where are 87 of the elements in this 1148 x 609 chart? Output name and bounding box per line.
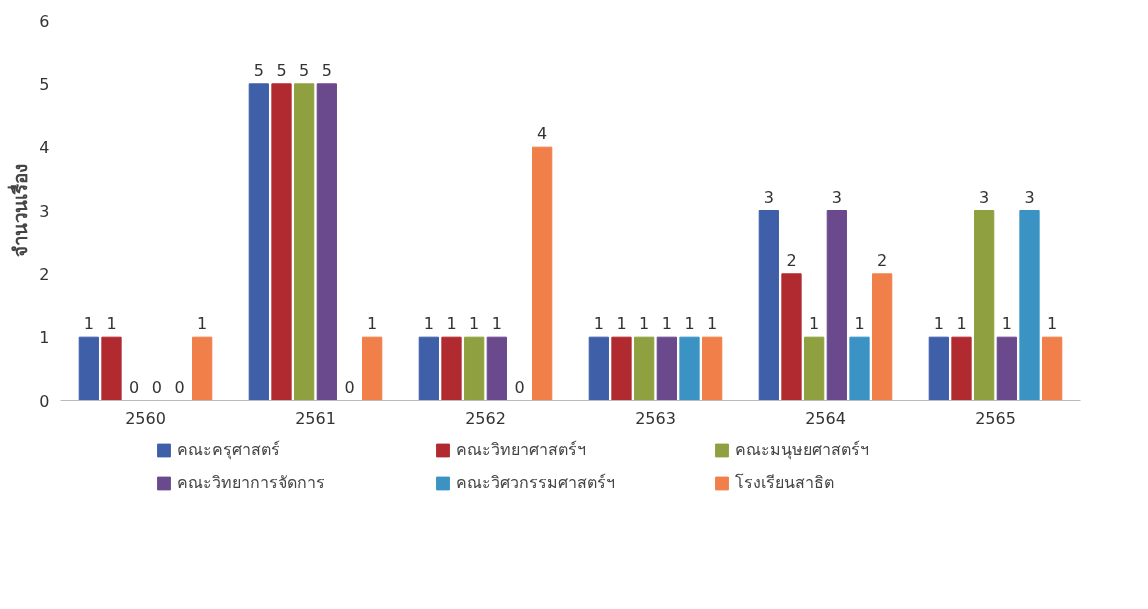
data-label: 5 <box>253 60 264 80</box>
bar <box>872 273 893 401</box>
data-label: 1 <box>707 314 718 334</box>
data-label: 1 <box>616 314 627 334</box>
legend-label: คณะครุศาสตร์ <box>176 439 281 462</box>
data-label: 1 <box>809 314 820 334</box>
data-label: 0 <box>129 377 140 397</box>
bar <box>702 336 723 401</box>
data-label: 3 <box>831 187 842 207</box>
bar <box>974 210 995 401</box>
bar <box>532 146 553 401</box>
data-label: 1 <box>83 314 94 334</box>
y-tick-label: 0 <box>39 391 50 411</box>
bar <box>362 336 383 401</box>
bar <box>804 336 825 401</box>
bar <box>928 336 949 401</box>
bar <box>101 336 122 401</box>
bar <box>271 83 292 401</box>
data-label: 5 <box>299 60 310 80</box>
bar <box>611 336 632 401</box>
bar <box>656 336 677 401</box>
data-label: 1 <box>593 314 604 334</box>
x-tick-label: 2561 <box>295 408 336 428</box>
data-label: 1 <box>854 314 865 334</box>
data-label: 1 <box>956 314 967 334</box>
data-label: 1 <box>197 314 208 334</box>
y-tick-label: 3 <box>39 201 50 221</box>
y-tick-label: 6 <box>39 11 50 31</box>
bar <box>78 336 99 401</box>
bar <box>826 210 847 401</box>
data-label: 0 <box>344 377 355 397</box>
x-tick-label: 2560 <box>125 408 166 428</box>
data-label: 1 <box>1047 314 1058 334</box>
data-label: 1 <box>491 314 502 334</box>
x-tick-label: 2563 <box>635 408 676 428</box>
bar <box>316 83 337 401</box>
data-label: 1 <box>367 314 378 334</box>
bar <box>758 210 779 401</box>
data-label: 5 <box>276 60 287 80</box>
x-tick-label: 2565 <box>975 408 1016 428</box>
y-tick-label: 4 <box>39 138 50 158</box>
y-tick-label: 1 <box>39 328 50 348</box>
x-tick-label: 2564 <box>805 408 846 428</box>
data-label: 4 <box>537 124 548 144</box>
data-label: 3 <box>979 187 990 207</box>
bar <box>248 83 269 401</box>
bar <box>679 336 700 401</box>
data-label: 1 <box>639 314 650 334</box>
data-label: 1 <box>684 314 695 334</box>
data-label: 1 <box>423 314 434 334</box>
data-label: 1 <box>661 314 672 334</box>
data-label: 0 <box>174 377 185 397</box>
legend-label: คณะวิทยาศาสตร์ฯ <box>455 439 587 461</box>
bar <box>294 83 315 401</box>
bar <box>996 336 1017 401</box>
y-tick-label: 5 <box>39 74 50 94</box>
data-label: 5 <box>321 60 332 80</box>
y-axis-title: จำนวนเรื่อง <box>7 164 32 257</box>
bar <box>1019 210 1040 401</box>
data-label: 3 <box>763 187 774 207</box>
data-label: 3 <box>1024 187 1035 207</box>
bar <box>441 336 462 401</box>
legend-label: คณะวิทยาการจัดการ <box>176 472 326 494</box>
bar <box>418 336 439 401</box>
data-label: 0 <box>151 377 162 397</box>
data-label: 1 <box>469 314 480 334</box>
bar <box>464 336 485 401</box>
data-label: 0 <box>514 377 525 397</box>
data-label: 2 <box>786 250 797 270</box>
data-label: 1 <box>446 314 457 334</box>
data-label: 2 <box>877 250 888 270</box>
bar <box>849 336 870 401</box>
bar <box>951 336 972 401</box>
bar <box>1042 336 1063 401</box>
legend-label: โรงเรียนสาธิต <box>734 472 835 494</box>
legend-label: คณะมนุษยศาสตร์ฯ <box>734 439 870 462</box>
x-tick-label: 2562 <box>465 408 506 428</box>
data-label: 1 <box>1001 314 1012 334</box>
bar <box>781 273 802 401</box>
bar <box>192 336 213 401</box>
data-label: 1 <box>106 314 117 334</box>
bar <box>634 336 655 401</box>
legend-label: คณะวิศวกรรมศาสตร์ฯ <box>455 472 616 494</box>
bar <box>588 336 609 401</box>
y-tick-label: 2 <box>39 264 50 284</box>
data-label: 1 <box>933 314 944 334</box>
bar <box>486 336 507 401</box>
